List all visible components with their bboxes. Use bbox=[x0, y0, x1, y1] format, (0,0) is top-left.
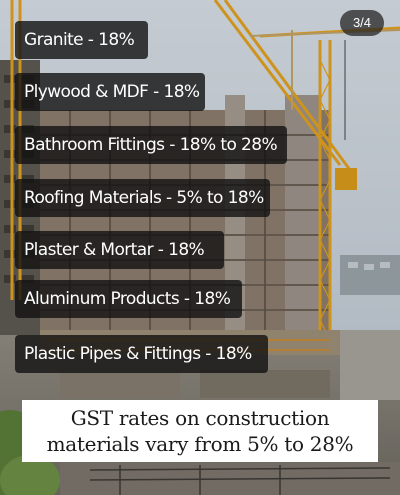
slide-counter: 3/4 bbox=[340, 10, 384, 36]
rate-label-plaster-mortar: Plaster & Mortar - 18% bbox=[15, 231, 224, 269]
rate-label-granite: Granite - 18% bbox=[15, 21, 148, 59]
rate-label-aluminum-products: Aluminum Products - 18% bbox=[15, 280, 242, 318]
rate-label-plastic-pipes: Plastic Pipes & Fittings - 18% bbox=[15, 335, 268, 373]
caption-line-2: materials vary from 5% to 28% bbox=[46, 432, 354, 456]
rate-label-bathroom-fittings: Bathroom Fittings - 18% to 28% bbox=[15, 126, 287, 164]
caption-box: GST rates on construction materials vary… bbox=[22, 400, 378, 462]
rate-label-plywood-mdf: Plywood & MDF - 18% bbox=[15, 73, 205, 111]
rate-label-roofing-materials: Roofing Materials - 5% to 18% bbox=[15, 179, 270, 217]
caption-line-1: GST rates on construction bbox=[70, 406, 330, 430]
